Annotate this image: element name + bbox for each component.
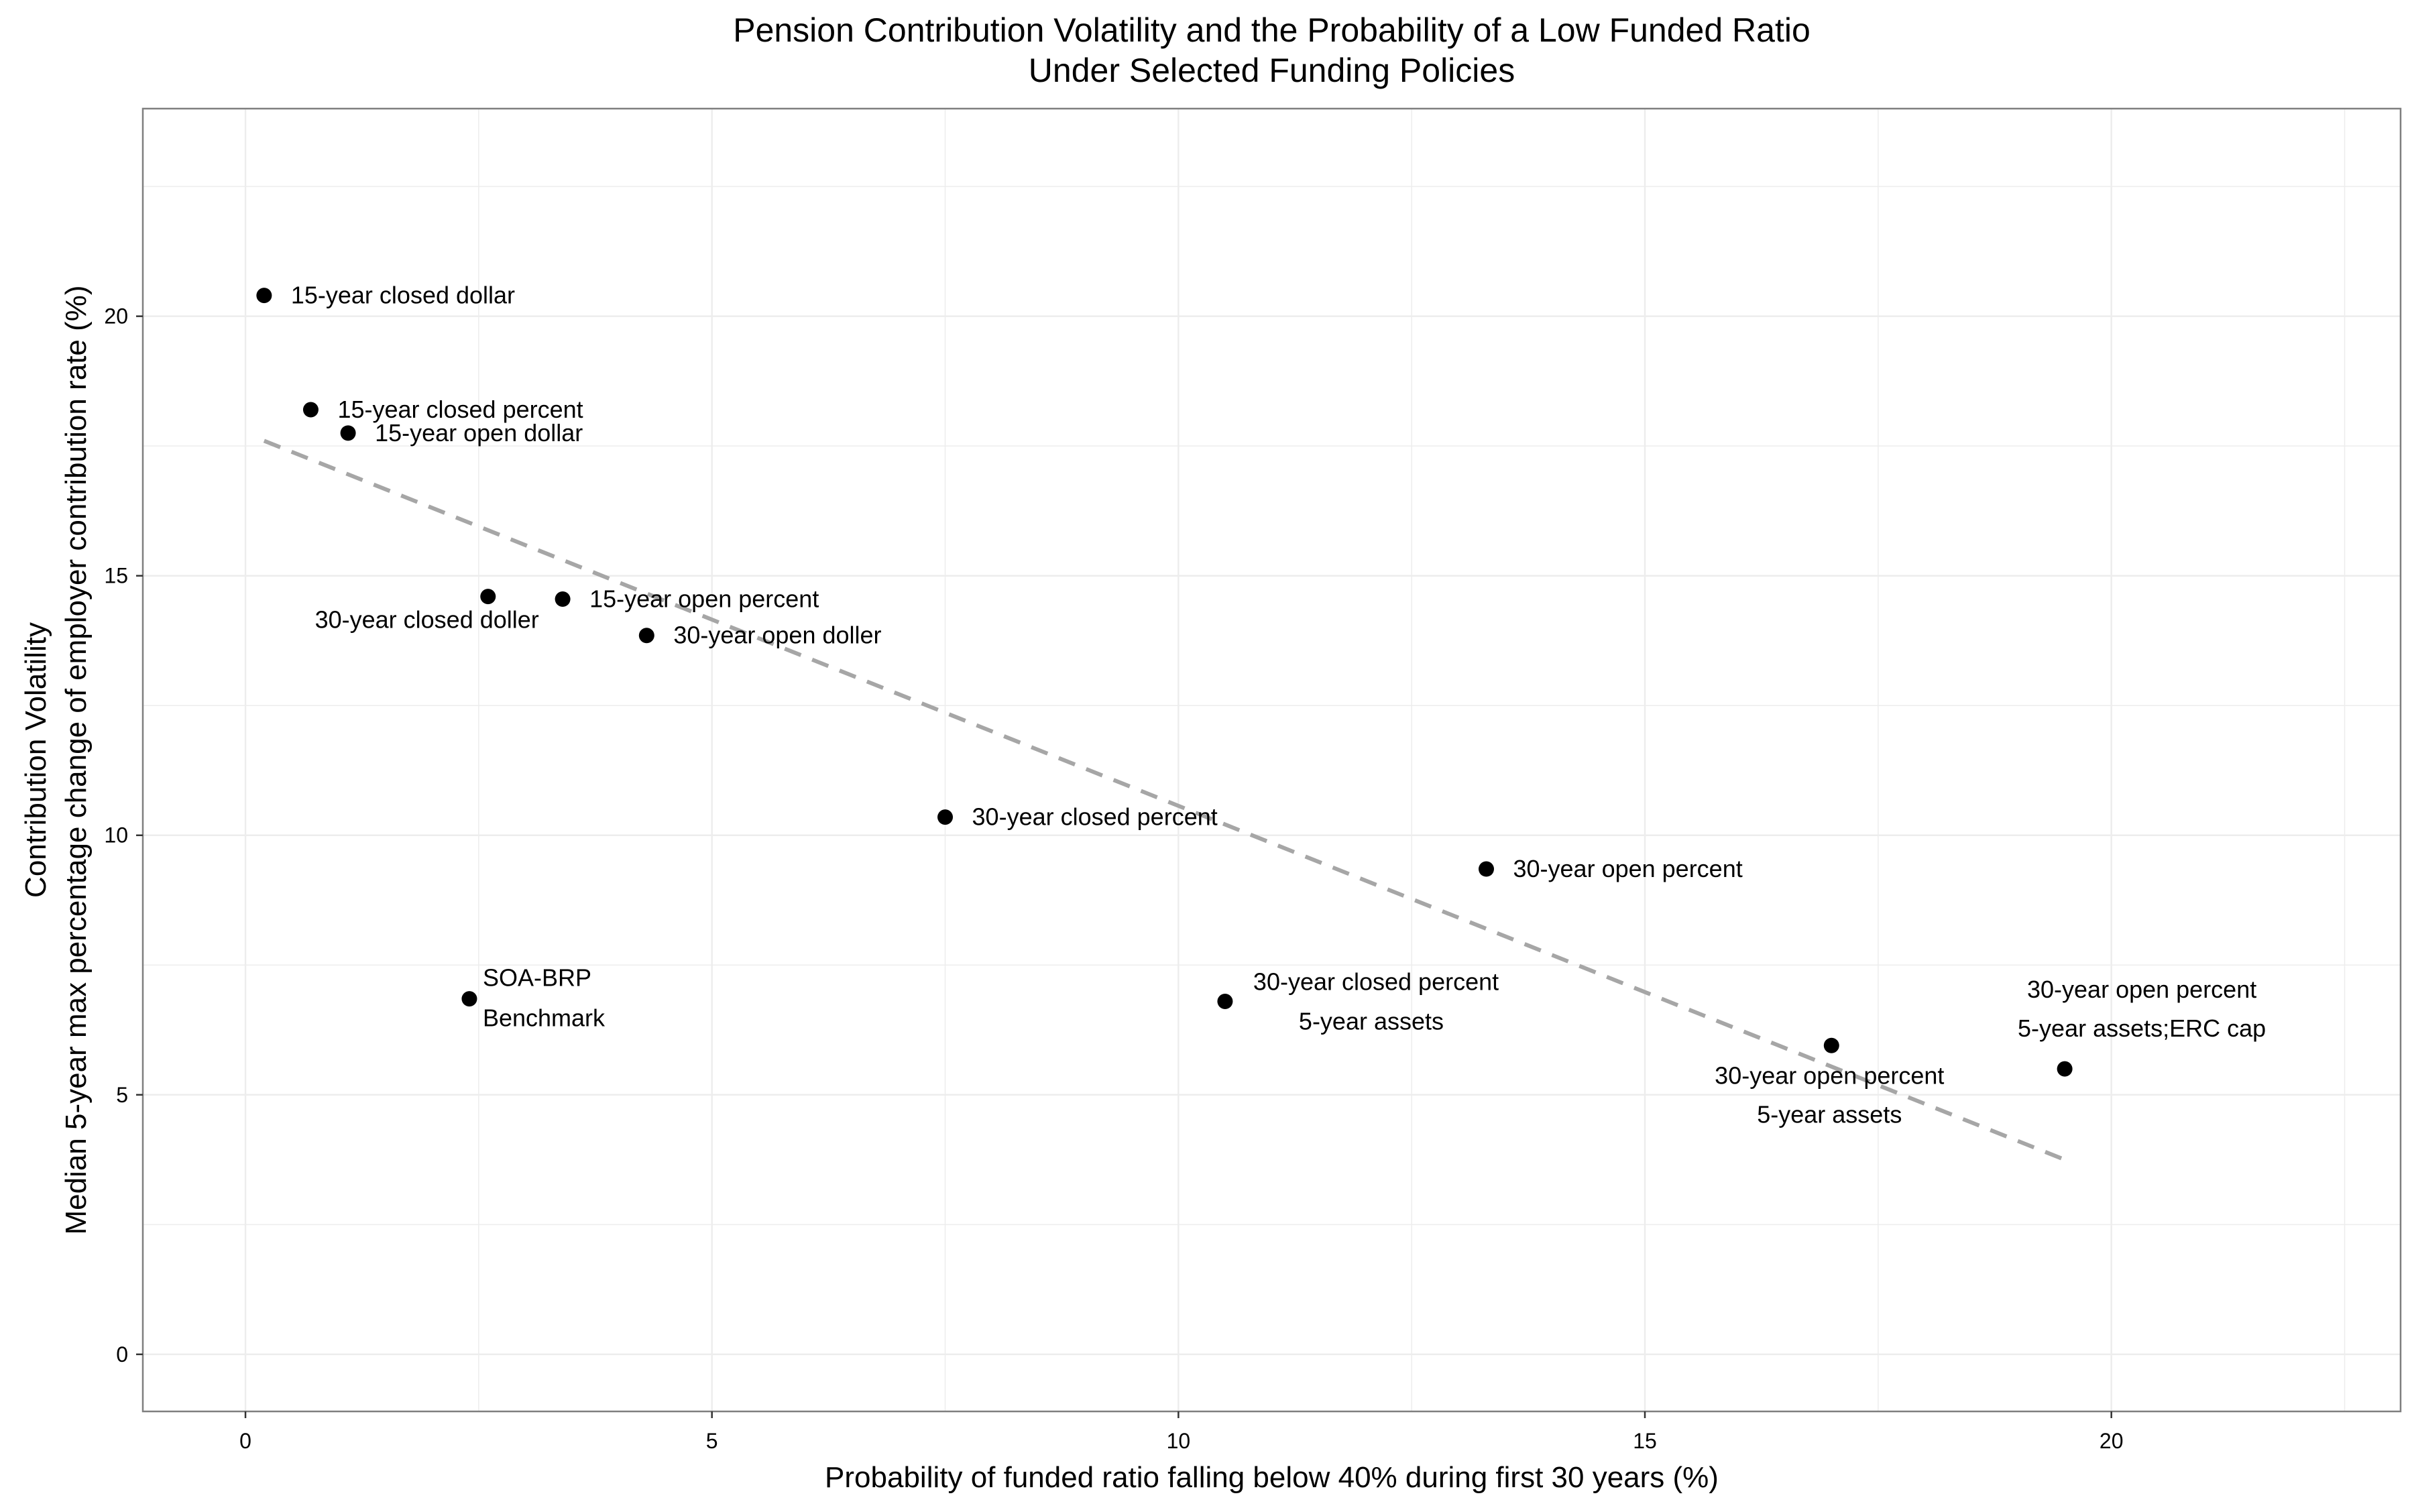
- y-tick-label: 10: [104, 823, 128, 848]
- x-tick-label: 10: [1167, 1429, 1191, 1453]
- y-axis-label-line: Median 5-year max percentage change of e…: [60, 285, 93, 1234]
- data-point: [480, 589, 496, 605]
- y-tick-label: 20: [104, 304, 128, 329]
- point-label: 15-year open dollar: [375, 419, 583, 447]
- x-axis-label-group: Probability of funded ratio falling belo…: [825, 1461, 1719, 1494]
- point-labels: 15-year closed dollar 15-year closed perc…: [291, 282, 2266, 1128]
- data-point: [937, 809, 954, 825]
- x-tick-label: 15: [1633, 1429, 1657, 1453]
- data-point: [461, 991, 477, 1007]
- x-tick-label: 0: [239, 1429, 251, 1453]
- point-label: SOA-BRP: [483, 964, 591, 992]
- data-point: [1823, 1037, 1839, 1053]
- point-label: 5-year assets: [1757, 1100, 1902, 1128]
- data-point: [555, 591, 571, 607]
- y-axis-label: Contribution Volatility Median 5-year max…: [19, 285, 93, 1234]
- y-tick-label: 5: [116, 1083, 128, 1107]
- point-label: 15-year closed percent: [337, 396, 583, 423]
- chart-title: Pension Contribution Volatility and the …: [733, 11, 1810, 89]
- gridlines: [143, 109, 2401, 1411]
- point-label: 15-year open percent: [589, 585, 819, 613]
- point-label: 30-year open percent: [2027, 976, 2256, 1003]
- x-tick-label: 5: [706, 1429, 718, 1453]
- plot-panel-border: [141, 107, 2402, 1413]
- y-axis-label-line: Contribution Volatility: [19, 622, 52, 898]
- y-tick-label: 0: [116, 1342, 128, 1366]
- point-label: 5-year assets: [1299, 1007, 1444, 1035]
- point-label: 30-year closed doller: [315, 606, 539, 634]
- data-point: [1217, 993, 1233, 1009]
- x-axis-ticks: 0 5 10 15 20: [239, 1411, 2123, 1453]
- point-label: 5-year assets;ERC cap: [2018, 1014, 2266, 1042]
- data-points: [256, 288, 2073, 1077]
- point-label: 30-year closed percent: [972, 803, 1218, 831]
- chart-title-line: Under Selected Funding Policies: [1029, 52, 1515, 89]
- point-label: 30-year closed percent: [1253, 968, 1499, 995]
- data-point: [1479, 861, 1495, 877]
- x-tick-label: 20: [2100, 1429, 2124, 1453]
- y-axis-ticks: 0 5 10 15 20: [104, 304, 143, 1366]
- point-label: 15-year closed dollar: [291, 282, 515, 309]
- point-label: 30-year open percent: [1513, 855, 1743, 882]
- data-point: [302, 402, 319, 418]
- y-tick-label: 15: [104, 564, 128, 588]
- chart-title-line: Pension Contribution Volatility and the …: [733, 11, 1810, 49]
- data-point: [340, 425, 356, 441]
- x-axis-label: Probability of funded ratio falling belo…: [825, 1461, 1719, 1494]
- data-point: [638, 628, 654, 644]
- data-point: [2057, 1061, 2073, 1077]
- point-label: 30-year open percent: [1715, 1061, 1944, 1089]
- point-label: Benchmark: [483, 1004, 606, 1032]
- data-point: [256, 288, 272, 304]
- plot-panel: [143, 109, 2401, 1411]
- point-label: 30-year open doller: [673, 622, 881, 649]
